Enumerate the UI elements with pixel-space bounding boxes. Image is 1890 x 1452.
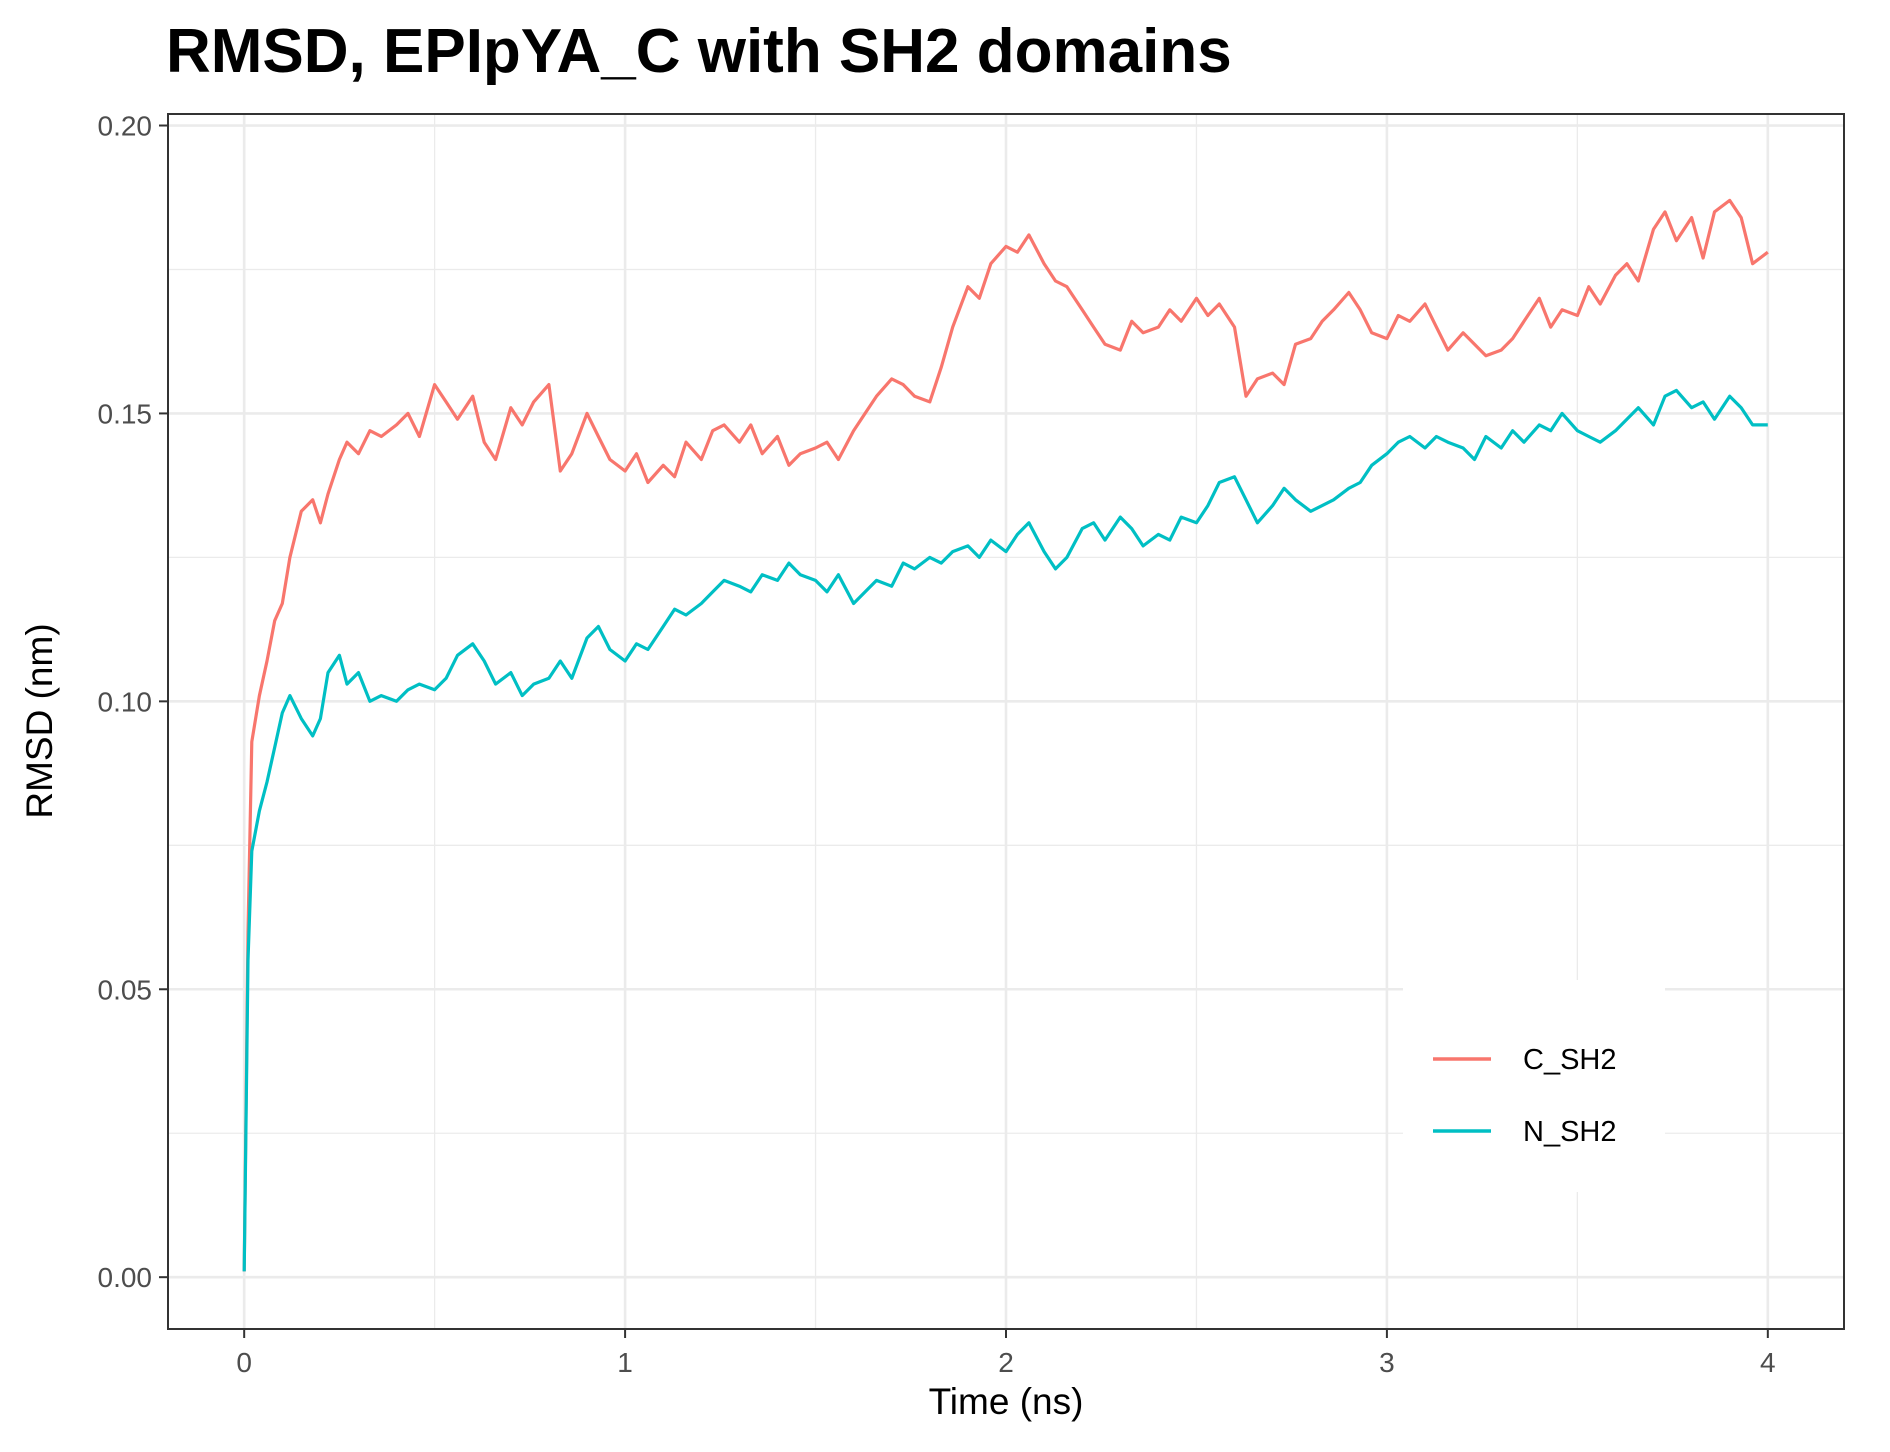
x-tick-label: 4: [1760, 1347, 1776, 1378]
chart-title: RMSD, EPIpYA_C with SH2 domains: [166, 17, 1232, 86]
y-axis-title: RMSD (nm): [19, 623, 60, 818]
y-tick-label: 0.10: [98, 686, 153, 717]
series-line-c-sh2: [242, 198, 1769, 1272]
legend-label-c-sh2: C_SH2: [1523, 1044, 1617, 1076]
legend-label-n-sh2: N_SH2: [1523, 1116, 1617, 1148]
legend-background: [1403, 980, 1665, 1192]
grid-major: [168, 114, 1844, 1329]
y-axis: 0.00 0.05 0.10 0.15 0.20: [98, 111, 168, 1293]
y-tick-label: 0.20: [98, 111, 153, 142]
y-tick-label: 0.05: [98, 974, 153, 1005]
x-tick-label: 0: [236, 1347, 252, 1378]
y-tick-label: 0.00: [98, 1262, 153, 1293]
series-lines: [242, 198, 1769, 1272]
y-tick-label: 0.15: [98, 398, 153, 429]
x-tick-label: 3: [1379, 1347, 1395, 1378]
series-line-n-sh2: [242, 388, 1768, 1272]
x-axis-title: Time (ns): [929, 1381, 1084, 1422]
x-axis: 0 1 2 3 4: [236, 1329, 1776, 1378]
x-tick-label: 1: [617, 1347, 633, 1378]
x-tick-label: 2: [998, 1347, 1014, 1378]
legend: C_SH2 N_SH2: [1403, 980, 1665, 1192]
